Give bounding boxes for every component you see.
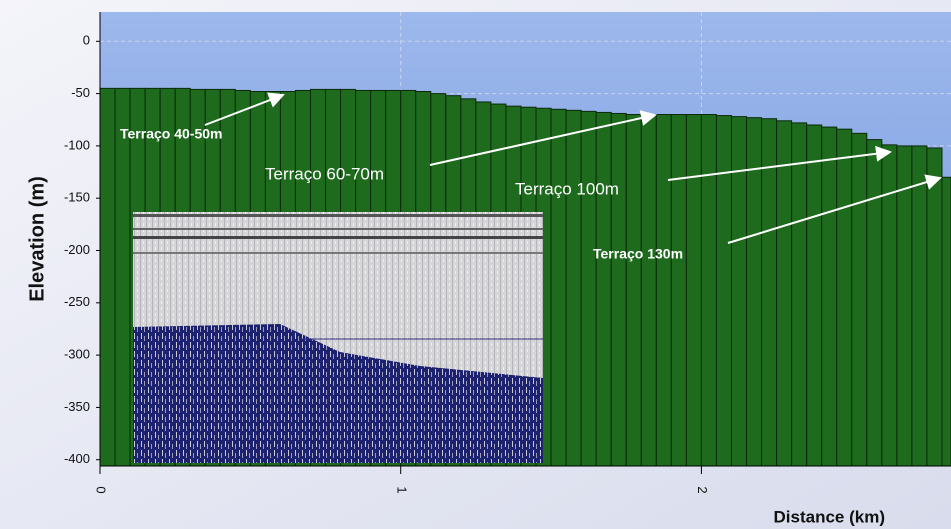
annotation: Terraço 60-70m: [265, 164, 384, 183]
y-tick-label: -200: [64, 242, 90, 257]
bar: [640, 114, 657, 467]
bar: [761, 118, 778, 467]
x-axis-label: Distance (km): [774, 507, 885, 526]
y-axis-label: Elevation (m): [26, 176, 48, 302]
bar: [670, 114, 687, 467]
bar: [114, 87, 131, 467]
bar: [851, 132, 868, 467]
y-tick-label: -150: [64, 190, 90, 205]
y-tick-label: -250: [64, 294, 90, 309]
bar: [866, 139, 883, 467]
bar: [99, 87, 116, 467]
bar: [565, 109, 582, 467]
annotation-arrow: [429, 110, 657, 166]
y-tick-label: -50: [71, 85, 90, 100]
y-tick-label: 0: [83, 33, 90, 48]
annotation: Terraço 100m: [515, 179, 619, 198]
bar: [610, 112, 627, 467]
bar: [595, 111, 612, 467]
annotation-arrow: [727, 174, 942, 244]
y-tick-label: -400: [64, 451, 90, 466]
x-tick-label: 0: [94, 486, 109, 493]
bar: [791, 122, 808, 467]
bar: [700, 114, 717, 467]
y-tick-label: -300: [64, 347, 90, 362]
bar: [730, 116, 748, 467]
bar: [821, 126, 838, 467]
bar: [806, 124, 823, 467]
annotation-arrow: [204, 92, 285, 126]
x-tick-label: 1: [394, 486, 409, 493]
x-tick-label: 2: [695, 486, 710, 493]
bar: [625, 114, 642, 467]
bar: [896, 145, 913, 467]
annotation: Terraço 130m: [593, 246, 683, 262]
bar: [550, 108, 567, 467]
y-tick-label: -100: [64, 137, 90, 152]
annotation-arrow: [667, 145, 892, 181]
annotation: Terraço 40-50m: [120, 126, 222, 142]
sonar-inset: [133, 212, 543, 463]
bar: [776, 120, 793, 467]
bar: [715, 115, 732, 467]
bar: [911, 145, 928, 467]
bar: [941, 176, 951, 467]
bar: [655, 114, 672, 467]
bar: [926, 147, 943, 467]
y-tick-label: -350: [64, 399, 90, 414]
bar: [836, 128, 853, 467]
bar: [685, 114, 702, 467]
bar: [580, 110, 597, 467]
